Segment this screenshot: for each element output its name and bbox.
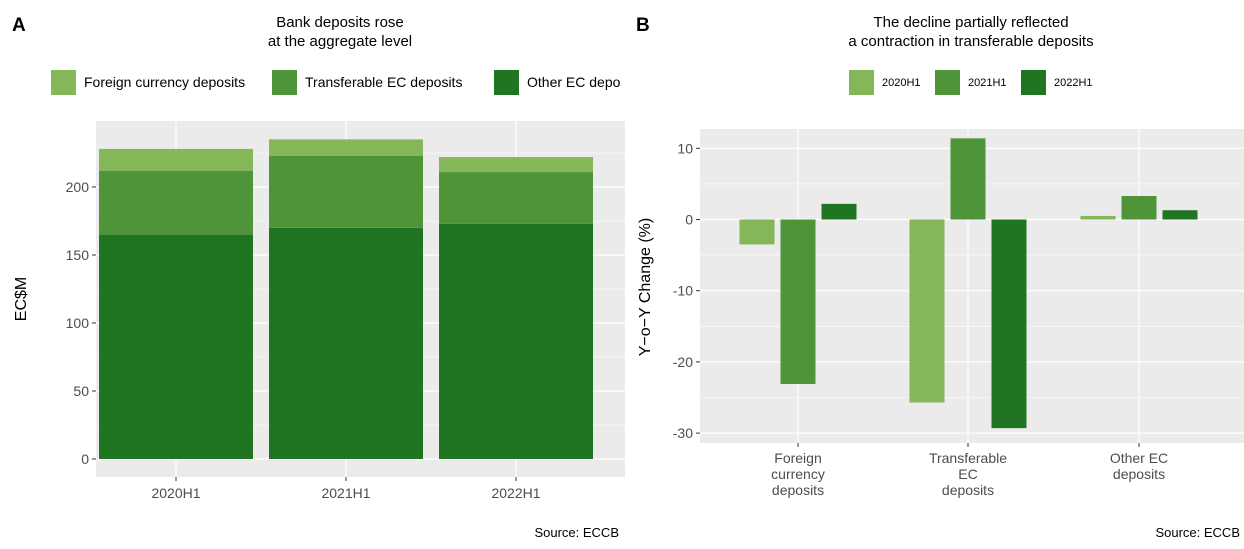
- panel-b-title: The decline partially reflected: [873, 14, 1068, 31]
- legend-label-transferable-ec-deposits: Transferable EC deposits: [305, 74, 462, 90]
- bar-2021h1-foreign-currency-deposits: [780, 219, 816, 384]
- panel-a-letter: A: [12, 15, 26, 36]
- panel-b-xtick-label-line: Other EC: [1110, 450, 1168, 466]
- bar-other-ec-depo-2020h1: [99, 234, 253, 459]
- panel-b-xtick-label-transferable-ec-deposits: Transferable EC deposits: [929, 450, 1007, 498]
- bar-other-ec-depo-2022h1: [439, 223, 593, 459]
- bar-foreign-currency-deposits-2021h1: [269, 139, 423, 156]
- panel-b-source: Source: ECCB: [1155, 525, 1240, 540]
- panel-b-xtick-label-line: Transferable: [929, 450, 1007, 466]
- panel-b-ytick-label: 10: [677, 140, 693, 156]
- legend-label-2020h1: 2020H1: [882, 77, 921, 89]
- legend-label-other-ec-depo: Other EC depo: [527, 74, 621, 90]
- legend-label-2022h1: 2022H1: [1054, 77, 1093, 89]
- bar-2020h1-transferable-ec-deposits: [909, 219, 945, 403]
- legend-swatch-other-ec-depo: [494, 70, 519, 95]
- panel-a-subtitle: at the aggregate level: [268, 33, 412, 50]
- panel-b-xtick-label-line: deposits: [1113, 466, 1165, 482]
- panel-a-xtick-label-2021h1: 2021H1: [321, 485, 370, 501]
- legend-swatch-2021h1: [935, 70, 960, 95]
- bar-transferable-ec-deposits-2022h1: [439, 172, 593, 224]
- panel-b-bars: [739, 138, 1198, 429]
- legend-label-foreign-currency-deposits: Foreign currency deposits: [84, 74, 245, 90]
- panel-a-ytick-label-150: 150: [66, 247, 90, 263]
- panel-a-x-ticks: 2020H1 2021H1 2022H1: [151, 477, 541, 501]
- panel-a-title: Bank deposits rose: [276, 14, 404, 31]
- panel-b-y-axis-title: Y−o−Y Change (%): [637, 218, 654, 356]
- panel-a-y-ticks: 0 50 100 150 200: [66, 179, 96, 467]
- bar-2022h1-other-ec-deposits: [1162, 210, 1198, 220]
- panel-a-ytick-label-50: 50: [73, 383, 89, 399]
- bar-2021h1-other-ec-deposits: [1121, 196, 1157, 220]
- legend-swatch-2022h1: [1021, 70, 1046, 95]
- legend-swatch-2020h1: [849, 70, 874, 95]
- bar-foreign-currency-deposits-2020h1: [99, 148, 253, 171]
- panel-a-bars: [99, 139, 593, 459]
- panel-b-xtick-label-line: deposits: [772, 482, 824, 498]
- bar-2022h1-transferable-ec-deposits: [991, 219, 1027, 429]
- legend-label-2021h1: 2021H1: [968, 77, 1007, 89]
- bar-2021h1-transferable-ec-deposits: [950, 138, 986, 220]
- panel-a-xtick-label-2020h1: 2020H1: [151, 485, 200, 501]
- legend-swatch-foreign-currency-deposits: [51, 70, 76, 95]
- panel-b-xtick-label-line: EC: [958, 466, 977, 482]
- panel-a-legend: Foreign currency deposits Transferable EC…: [51, 70, 621, 95]
- panel-a-ytick-label-100: 100: [66, 315, 90, 331]
- bar-2022h1-foreign-currency-deposits: [821, 203, 857, 220]
- panel-b-y-ticks: -30 -20 -10 0 10: [673, 140, 700, 441]
- bar-2020h1-other-ec-deposits: [1080, 215, 1116, 220]
- bar-transferable-ec-deposits-2020h1: [99, 170, 253, 235]
- panel-b-subtitle: a contraction in transferable deposits: [848, 33, 1093, 50]
- panel-b-xtick-label-line: currency: [771, 466, 825, 482]
- bar-transferable-ec-deposits-2021h1: [269, 155, 423, 228]
- panel-b-ytick-label: 0: [685, 212, 693, 228]
- panel-b-legend: 2020H1 2021H1 2022H1: [849, 70, 1093, 95]
- panel-a-ytick-label-200: 200: [66, 179, 90, 195]
- panel-a-source: Source: ECCB: [534, 525, 619, 540]
- bar-2020h1-foreign-currency-deposits: [739, 219, 775, 245]
- panel-b-xtick-label-foreign-currency-deposits: Foreign currency deposits: [771, 450, 825, 498]
- legend-swatch-transferable-ec-deposits: [272, 70, 297, 95]
- panel-a-y-axis-title: EC$M: [13, 277, 30, 321]
- panel-b-ytick-label: -10: [673, 283, 693, 299]
- panel-a-xtick-label-2022h1: 2022H1: [491, 485, 540, 501]
- panel-a-ytick-label-0: 0: [81, 451, 89, 467]
- bar-other-ec-depo-2021h1: [269, 227, 423, 459]
- panel-b-xtick-label-line: Foreign: [774, 450, 821, 466]
- panel-b-ytick-label: -30: [673, 425, 693, 441]
- bar-foreign-currency-deposits-2022h1: [439, 157, 593, 173]
- panel-b-xtick-label-other-ec-deposits: Other EC deposits: [1110, 450, 1168, 482]
- panel-b-ytick-label: -20: [673, 354, 693, 370]
- panel-b-letter: B: [636, 15, 650, 36]
- panel-b-xtick-label-line: deposits: [942, 482, 994, 498]
